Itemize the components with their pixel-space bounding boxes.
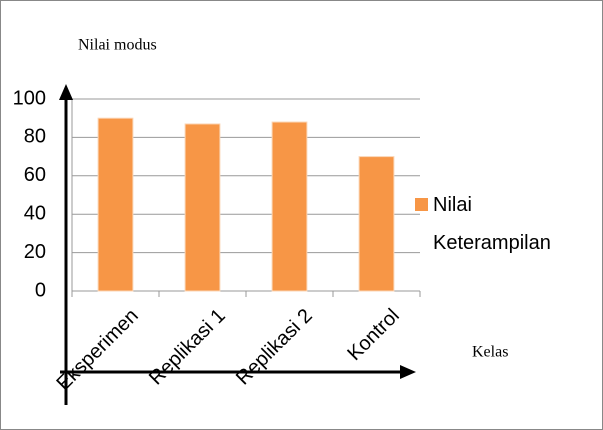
y-tick-label: 100 [13, 87, 46, 109]
y-tick-label: 20 [24, 241, 46, 263]
y-tick-label: 40 [24, 202, 46, 224]
bar [271, 121, 308, 292]
bar [358, 156, 395, 292]
bar [97, 117, 134, 292]
y-axis-label: Nilai modus [78, 37, 157, 54]
x-axis-label: Kelas [472, 344, 508, 361]
bar [184, 123, 221, 292]
y-tick-label: 80 [24, 126, 46, 148]
y-arrow-head [59, 84, 73, 100]
y-tick-label: 60 [24, 164, 46, 186]
legend-swatch [415, 198, 428, 211]
legend-label: Nilai Keterampilan [433, 194, 551, 254]
x-arrow-head [400, 365, 416, 379]
y-tick-label: 0 [35, 279, 46, 301]
